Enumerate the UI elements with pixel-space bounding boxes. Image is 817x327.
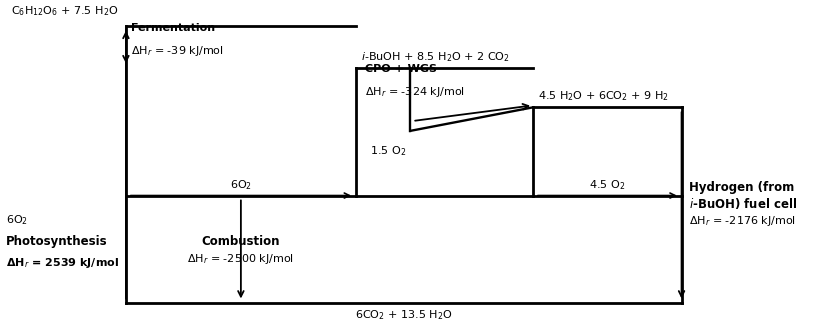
- Text: Fermentation: Fermentation: [131, 23, 215, 33]
- Text: Photosynthesis: Photosynthesis: [7, 235, 108, 248]
- Text: 4.5 O$_2$: 4.5 O$_2$: [589, 178, 626, 192]
- Text: CPO + WGS: CPO + WGS: [365, 64, 437, 74]
- Text: ΔH$_r$ = -2176 kJ/mol: ΔH$_r$ = -2176 kJ/mol: [690, 214, 797, 228]
- Text: ΔH$_r$ = -324 kJ/mol: ΔH$_r$ = -324 kJ/mol: [365, 85, 466, 99]
- Text: $i$-BuOH + 8.5 H$_2$O + 2 CO$_2$: $i$-BuOH + 8.5 H$_2$O + 2 CO$_2$: [360, 50, 510, 64]
- Text: Hydrogen (from: Hydrogen (from: [690, 181, 794, 194]
- Text: ΔH$_r$ = -39 kJ/mol: ΔH$_r$ = -39 kJ/mol: [131, 44, 224, 58]
- Text: 6O$_2$: 6O$_2$: [7, 213, 29, 227]
- Text: ΔH$_r$ = 2539 kJ/mol: ΔH$_r$ = 2539 kJ/mol: [7, 256, 119, 270]
- Text: 6CO$_2$ + 13.5 H$_2$O: 6CO$_2$ + 13.5 H$_2$O: [355, 308, 453, 322]
- Text: ΔH$_r$ = -2500 kJ/mol: ΔH$_r$ = -2500 kJ/mol: [187, 252, 294, 266]
- Text: 4.5 H$_2$O + 6CO$_2$ + 9 H$_2$: 4.5 H$_2$O + 6CO$_2$ + 9 H$_2$: [538, 90, 668, 103]
- Text: Combustion: Combustion: [202, 235, 280, 248]
- Text: C$_6$H$_{12}$O$_6$ + 7.5 H$_2$O: C$_6$H$_{12}$O$_6$ + 7.5 H$_2$O: [11, 4, 118, 18]
- Text: $i$-BuOH) fuel cell: $i$-BuOH) fuel cell: [690, 196, 797, 211]
- Text: 1.5 O$_2$: 1.5 O$_2$: [370, 145, 406, 158]
- Text: 6O$_2$: 6O$_2$: [230, 178, 252, 192]
